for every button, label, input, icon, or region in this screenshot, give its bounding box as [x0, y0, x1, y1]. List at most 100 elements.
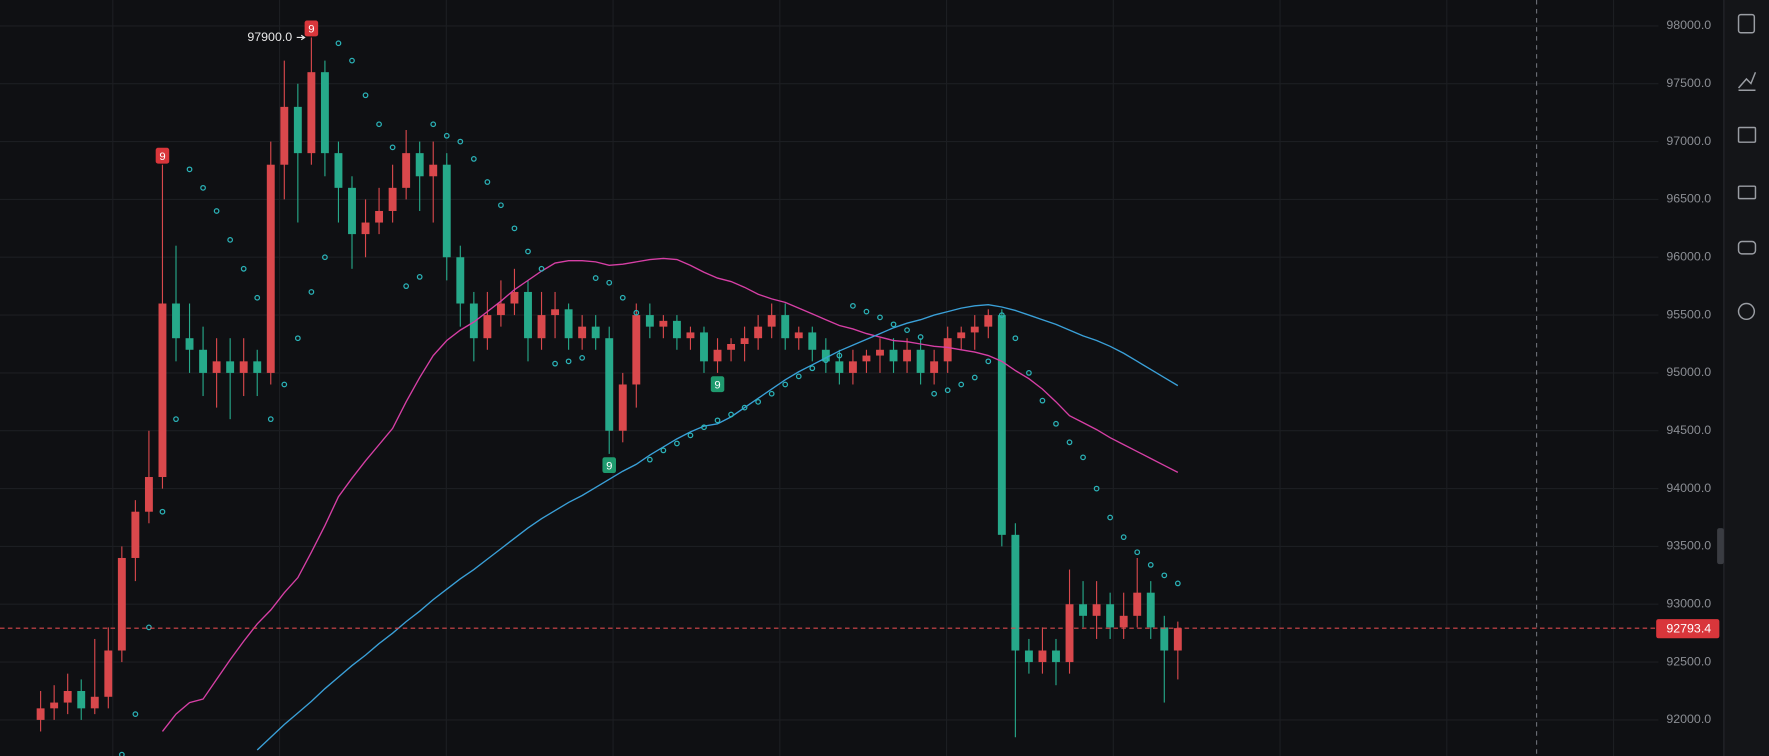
icon-bot[interactable] — [1737, 240, 1757, 255]
sar-dot — [1161, 572, 1168, 579]
candle-body — [1173, 628, 1182, 651]
sar-dot — [322, 254, 328, 261]
candle-body — [605, 338, 614, 431]
sar-dot — [768, 390, 775, 397]
candle-body — [185, 338, 194, 350]
sar-dot — [443, 132, 450, 139]
candle-body — [970, 326, 979, 333]
candle-body — [199, 349, 208, 373]
sar-dot — [1066, 439, 1073, 446]
sar-dot — [118, 751, 125, 756]
candle-body — [1106, 604, 1115, 628]
sar-dot — [998, 312, 1005, 318]
sar-dot — [985, 358, 992, 365]
sar-dot — [633, 309, 640, 316]
sar-dot — [660, 447, 667, 454]
candle-body — [848, 361, 857, 373]
y-tick-label: 95500.0 — [1666, 307, 1711, 321]
y-tick-label: 94000.0 — [1666, 481, 1711, 495]
sar-dot — [525, 248, 531, 255]
sar-dot — [890, 321, 897, 328]
candle-body — [348, 187, 356, 235]
candle-body — [388, 187, 397, 211]
candle-body — [158, 303, 167, 478]
sar-dot — [132, 711, 139, 718]
td-marker-label: 9 — [606, 460, 612, 472]
candle-body — [821, 349, 830, 362]
sar-dot — [958, 381, 965, 388]
y-tick-label: 96500.0 — [1666, 192, 1711, 206]
candle-body — [1133, 592, 1142, 616]
sar-dot — [1174, 580, 1181, 587]
sar-dot — [917, 334, 924, 340]
sar-dot — [1120, 534, 1127, 541]
sar-dot — [592, 275, 599, 281]
max-price-label: 97900.0 — [247, 30, 292, 44]
sar-dot — [931, 390, 938, 397]
sar-dot — [782, 381, 789, 388]
icon-etf[interactable] — [1737, 185, 1757, 200]
sar-dot — [254, 294, 261, 301]
candle-body — [1038, 650, 1047, 663]
y-tick-label: 93500.0 — [1666, 539, 1711, 553]
icon-trend[interactable] — [1737, 71, 1757, 92]
sar-dot — [1026, 370, 1032, 376]
sar-dot — [836, 352, 843, 359]
candle-body — [997, 315, 1006, 535]
candle-body — [402, 153, 411, 188]
candle-body — [334, 153, 343, 188]
sar-dot — [416, 274, 423, 280]
candle-body — [808, 332, 817, 350]
candle-body — [104, 650, 113, 697]
candle-body — [1160, 627, 1169, 651]
sar-dot — [349, 57, 355, 64]
candle-body — [889, 349, 898, 362]
sar-dot — [795, 373, 802, 380]
candle-body — [361, 222, 370, 235]
candle-body — [415, 153, 424, 177]
candle-body — [591, 326, 600, 339]
collapse-handle[interactable] — [1717, 528, 1724, 565]
sar-dot — [755, 398, 762, 405]
candle-body — [144, 477, 153, 512]
icon-swap[interactable] — [1737, 302, 1756, 321]
candle-body — [903, 349, 912, 362]
candle-body — [510, 291, 519, 304]
moving-average — [161, 257, 1179, 732]
candle-body — [794, 332, 803, 339]
sar-dot — [213, 208, 220, 214]
candle-body — [483, 315, 492, 339]
sar-dot — [538, 265, 545, 272]
candle-body — [618, 384, 627, 431]
candle-body — [524, 291, 532, 339]
candle-body — [36, 708, 45, 720]
candle-body — [239, 361, 248, 373]
sar-dot — [511, 225, 518, 232]
candle-body — [442, 164, 451, 258]
icon-monitor[interactable] — [1737, 126, 1757, 143]
candle-body — [984, 315, 993, 327]
candle-body — [672, 320, 681, 339]
icon-price[interactable] — [1737, 13, 1756, 34]
candle-body — [320, 72, 329, 154]
candle-body — [307, 72, 316, 154]
last-price-label: 92793.4 — [1666, 622, 1711, 636]
toolbar-icons[interactable] — [1737, 13, 1757, 321]
candle-body — [1146, 592, 1155, 628]
sar-dot — [430, 121, 437, 128]
candle-body — [131, 511, 140, 558]
candle-body — [253, 361, 262, 373]
sar-dot — [606, 279, 613, 286]
sar-dot — [728, 411, 734, 418]
sar-dot — [1134, 549, 1141, 556]
candle-body — [90, 696, 99, 709]
sar-dot — [281, 381, 288, 388]
sar-dot — [822, 357, 829, 364]
sar-dot — [850, 302, 856, 309]
sar-dot — [376, 121, 382, 128]
y-tick-label: 97500.0 — [1666, 76, 1711, 90]
sar-dot — [146, 624, 152, 631]
sar-dot — [701, 424, 707, 431]
sar-dot — [741, 404, 748, 411]
